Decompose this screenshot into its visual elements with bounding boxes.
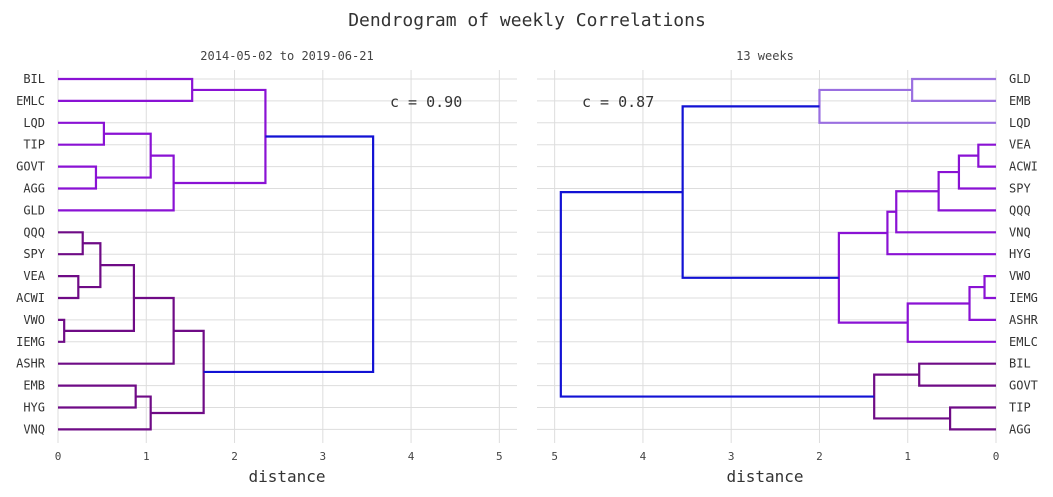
leaf-label-vea: VEA bbox=[1009, 138, 1031, 152]
dendrogram-link bbox=[895, 190, 996, 234]
panel-subtitle-left: 2014-05-02 to 2019-06-21 bbox=[200, 49, 373, 63]
x-tick-label: 5 bbox=[551, 450, 558, 463]
dendrogram-link bbox=[918, 362, 996, 387]
leaf-label-hyg: HYG bbox=[1009, 247, 1031, 261]
leaf-label-iemg: IEMG bbox=[16, 335, 45, 349]
leaf-label-tip: TIP bbox=[1009, 401, 1031, 415]
dendrogram-link bbox=[957, 154, 996, 190]
leaf-labels-right: GLD EMB LQD VEA ACWI SPY QQQ VNQ HYG VWO IEMG ASHR E… bbox=[1009, 72, 1039, 436]
x-tick-label: 2 bbox=[231, 450, 238, 463]
dendrogram-link bbox=[681, 105, 839, 279]
leaf-label-acwi: ACWI bbox=[16, 291, 45, 305]
dendrogram-link bbox=[983, 275, 996, 300]
leaf-label-qqq: QQQ bbox=[23, 225, 45, 239]
leaf-label-emlc: EMLC bbox=[1009, 335, 1038, 349]
leaf-label-ashr: ASHR bbox=[16, 357, 46, 371]
dendrogram-link bbox=[58, 121, 105, 146]
dendrogram-link bbox=[58, 231, 84, 256]
dendrogram-link bbox=[818, 88, 996, 124]
x-tick-label: 4 bbox=[408, 450, 415, 463]
dendrogram-link bbox=[949, 406, 996, 431]
figure-title: Dendrogram of weekly Correlations bbox=[348, 10, 706, 31]
cophenetic-annotation-right: c = 0.87 bbox=[582, 93, 654, 111]
leaf-label-vnq: VNQ bbox=[1009, 225, 1031, 239]
leaf-label-vwo: VWO bbox=[23, 313, 45, 327]
dendrogram-link bbox=[58, 395, 152, 431]
leaf-label-bil: BIL bbox=[23, 72, 45, 86]
dendrogram-link bbox=[911, 77, 996, 102]
x-tick-label: 0 bbox=[993, 450, 1000, 463]
leaf-label-bil: BIL bbox=[1009, 357, 1031, 371]
dendrogram-link bbox=[203, 135, 375, 374]
leaf-label-gld: GLD bbox=[1009, 72, 1031, 86]
dendrogram-link bbox=[58, 318, 66, 343]
leaf-label-vwo: VWO bbox=[1009, 269, 1031, 283]
leaf-labels-left: BIL EMLC LQD TIP GOVT AGG GLD QQQ SPY VEA ACWI VWO I… bbox=[16, 72, 46, 436]
branches-right bbox=[559, 77, 996, 431]
leaf-label-gld: GLD bbox=[23, 203, 45, 217]
leaf-label-acwi: ACWI bbox=[1009, 160, 1038, 174]
x-tick-label: 1 bbox=[143, 450, 150, 463]
dendrogram-link bbox=[906, 302, 996, 343]
branches-left bbox=[58, 77, 375, 431]
leaf-label-agg: AGG bbox=[23, 182, 45, 196]
leaf-label-govt: GOVT bbox=[16, 160, 45, 174]
x-ticks-left: 0 1 2 3 4 5 bbox=[55, 450, 503, 463]
leaf-label-emlc: EMLC bbox=[16, 94, 45, 108]
x-tick-label: 3 bbox=[319, 450, 326, 463]
x-tick-label: 4 bbox=[640, 450, 647, 463]
dendrogram-link bbox=[58, 275, 80, 300]
leaf-label-ashr: ASHR bbox=[1009, 313, 1039, 327]
dendrogram-link bbox=[837, 231, 908, 324]
x-axis-label-right: distance bbox=[726, 467, 803, 486]
dendrogram-link bbox=[886, 210, 996, 256]
leaf-label-tip: TIP bbox=[23, 138, 45, 152]
leaf-label-spy: SPY bbox=[1009, 182, 1031, 196]
leaf-label-agg: AGG bbox=[1009, 422, 1031, 436]
dendrogram-link bbox=[58, 77, 194, 102]
dendrogram-link bbox=[150, 329, 205, 415]
leaf-label-vnq: VNQ bbox=[23, 422, 45, 436]
dendrogram-link bbox=[173, 88, 267, 185]
dendrogram-link bbox=[559, 190, 875, 398]
leaf-label-emb: EMB bbox=[23, 379, 45, 393]
x-tick-label: 1 bbox=[904, 450, 911, 463]
leaf-label-hyg: HYG bbox=[23, 401, 45, 415]
dendrogram-link bbox=[58, 165, 98, 190]
x-tick-label: 2 bbox=[816, 450, 823, 463]
leaf-label-iemg: IEMG bbox=[1009, 291, 1038, 305]
dendrogram-panel-right: 13 weeks GLD EMB LQD VEA ACWI SPY QQQ VNQ HYG VWO… bbox=[537, 49, 1039, 486]
leaf-label-emb: EMB bbox=[1009, 94, 1031, 108]
panel-subtitle-right: 13 weeks bbox=[736, 49, 794, 63]
x-tick-label: 0 bbox=[55, 450, 62, 463]
dendrogram-link bbox=[58, 154, 175, 212]
dendrogram-link bbox=[977, 143, 996, 168]
dendrogram-link bbox=[968, 285, 996, 321]
grid-left bbox=[57, 70, 517, 443]
leaf-label-qqq: QQQ bbox=[1009, 203, 1031, 217]
dendrogram-link bbox=[873, 373, 951, 420]
dendrogram-link bbox=[937, 170, 996, 212]
dendrogram-panel-left: 2014-05-02 to 2019-06-21 BIL EMLC LQD TIP GO… bbox=[16, 49, 517, 486]
cophenetic-annotation-left: c = 0.90 bbox=[390, 93, 462, 111]
dendrogram-link bbox=[78, 242, 102, 289]
x-ticks-right: 5 4 3 2 1 0 bbox=[551, 450, 999, 463]
leaf-label-lqd: LQD bbox=[1009, 116, 1031, 130]
dendrogram-link bbox=[58, 384, 137, 409]
leaf-label-vea: VEA bbox=[23, 269, 45, 283]
grid-right bbox=[537, 70, 997, 443]
x-tick-label: 5 bbox=[496, 450, 503, 463]
x-axis-label-left: distance bbox=[248, 467, 325, 486]
leaf-label-govt: GOVT bbox=[1009, 379, 1038, 393]
leaf-label-spy: SPY bbox=[23, 247, 45, 261]
leaf-label-lqd: LQD bbox=[23, 116, 45, 130]
x-tick-label: 3 bbox=[728, 450, 735, 463]
